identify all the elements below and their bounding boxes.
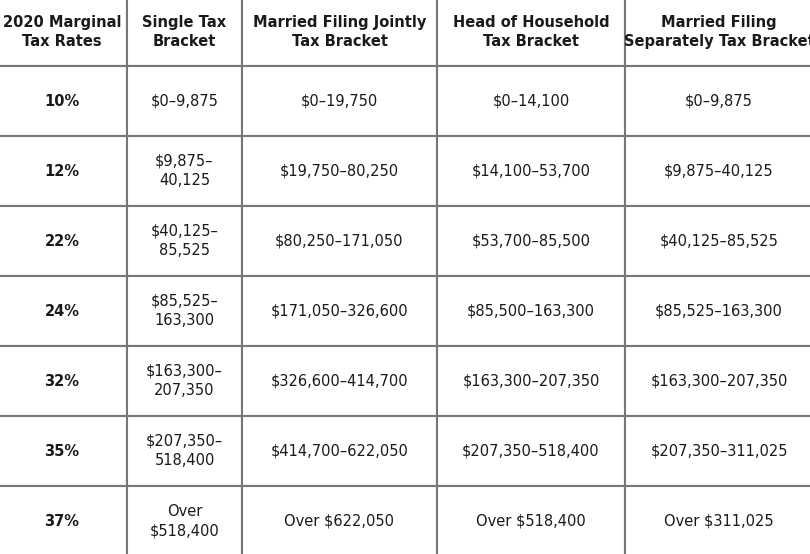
Bar — [437, 346, 625, 416]
Bar — [437, 486, 625, 554]
Text: $171,050–326,600: $171,050–326,600 — [271, 304, 408, 319]
Text: Head of Household
Tax Bracket: Head of Household Tax Bracket — [453, 14, 609, 49]
Bar — [437, 276, 625, 346]
Bar — [242, 0, 437, 66]
Bar — [127, 416, 242, 486]
Text: 35%: 35% — [45, 444, 79, 459]
Bar — [242, 346, 437, 416]
Text: Married Filing
Separately Tax Bracket: Married Filing Separately Tax Bracket — [624, 14, 810, 49]
Bar — [127, 346, 242, 416]
Text: 2020 Marginal
Tax Rates: 2020 Marginal Tax Rates — [2, 14, 122, 49]
Text: $163,300–
207,350: $163,300– 207,350 — [146, 363, 223, 398]
Bar — [242, 486, 437, 554]
Text: $85,500–163,300: $85,500–163,300 — [467, 304, 595, 319]
Bar — [0, 486, 127, 554]
Text: $0–9,875: $0–9,875 — [685, 94, 753, 109]
Text: 22%: 22% — [45, 233, 79, 249]
Text: $414,700–622,050: $414,700–622,050 — [271, 444, 408, 459]
Bar — [625, 486, 810, 554]
Text: Over $622,050: Over $622,050 — [284, 514, 394, 529]
Text: $207,350–311,025: $207,350–311,025 — [650, 444, 788, 459]
Text: 10%: 10% — [45, 94, 79, 109]
Text: 24%: 24% — [45, 304, 79, 319]
Bar — [127, 0, 242, 66]
Bar — [0, 66, 127, 136]
Text: Over
$518,400: Over $518,400 — [150, 504, 220, 538]
Text: $207,350–518,400: $207,350–518,400 — [463, 444, 600, 459]
Bar — [127, 276, 242, 346]
Text: $207,350–
518,400: $207,350– 518,400 — [146, 434, 223, 468]
Text: $326,600–414,700: $326,600–414,700 — [271, 373, 408, 388]
Bar — [625, 66, 810, 136]
Text: $0–14,100: $0–14,100 — [492, 94, 569, 109]
Text: $163,300–207,350: $163,300–207,350 — [650, 373, 787, 388]
Text: 12%: 12% — [45, 163, 79, 178]
Bar — [437, 136, 625, 206]
Bar — [0, 136, 127, 206]
Bar — [242, 206, 437, 276]
Text: $80,250–171,050: $80,250–171,050 — [275, 233, 403, 249]
Bar — [127, 206, 242, 276]
Bar — [437, 206, 625, 276]
Bar — [242, 276, 437, 346]
Bar — [127, 486, 242, 554]
Text: $0–19,750: $0–19,750 — [301, 94, 378, 109]
Text: 32%: 32% — [45, 373, 79, 388]
Text: Over $518,400: Over $518,400 — [476, 514, 586, 529]
Text: $53,700–85,500: $53,700–85,500 — [471, 233, 590, 249]
Text: $0–9,875: $0–9,875 — [151, 94, 219, 109]
Bar — [0, 0, 127, 66]
Text: Over $311,025: Over $311,025 — [664, 514, 774, 529]
Bar — [242, 66, 437, 136]
Bar — [0, 276, 127, 346]
Bar — [625, 136, 810, 206]
Text: Single Tax
Bracket: Single Tax Bracket — [143, 14, 227, 49]
Bar — [625, 416, 810, 486]
Bar — [0, 416, 127, 486]
Bar — [625, 346, 810, 416]
Bar — [0, 346, 127, 416]
Bar — [127, 66, 242, 136]
Bar — [625, 206, 810, 276]
Bar — [437, 0, 625, 66]
Text: $9,875–
40,125: $9,875– 40,125 — [156, 153, 214, 188]
Text: $40,125–85,525: $40,125–85,525 — [659, 233, 778, 249]
Text: $85,525–
163,300: $85,525– 163,300 — [151, 294, 219, 329]
Bar — [127, 136, 242, 206]
Bar — [437, 416, 625, 486]
Text: Married Filing Jointly
Tax Bracket: Married Filing Jointly Tax Bracket — [253, 14, 426, 49]
Text: 37%: 37% — [45, 514, 79, 529]
Text: $85,525–163,300: $85,525–163,300 — [655, 304, 783, 319]
Text: $14,100–53,700: $14,100–53,700 — [471, 163, 590, 178]
Bar — [242, 416, 437, 486]
Bar — [0, 206, 127, 276]
Text: $163,300–207,350: $163,300–207,350 — [463, 373, 599, 388]
Bar — [242, 136, 437, 206]
Text: $9,875–40,125: $9,875–40,125 — [664, 163, 774, 178]
Text: $40,125–
85,525: $40,125– 85,525 — [151, 224, 219, 258]
Bar — [625, 276, 810, 346]
Bar — [437, 66, 625, 136]
Bar — [625, 0, 810, 66]
Text: $19,750–80,250: $19,750–80,250 — [280, 163, 399, 178]
